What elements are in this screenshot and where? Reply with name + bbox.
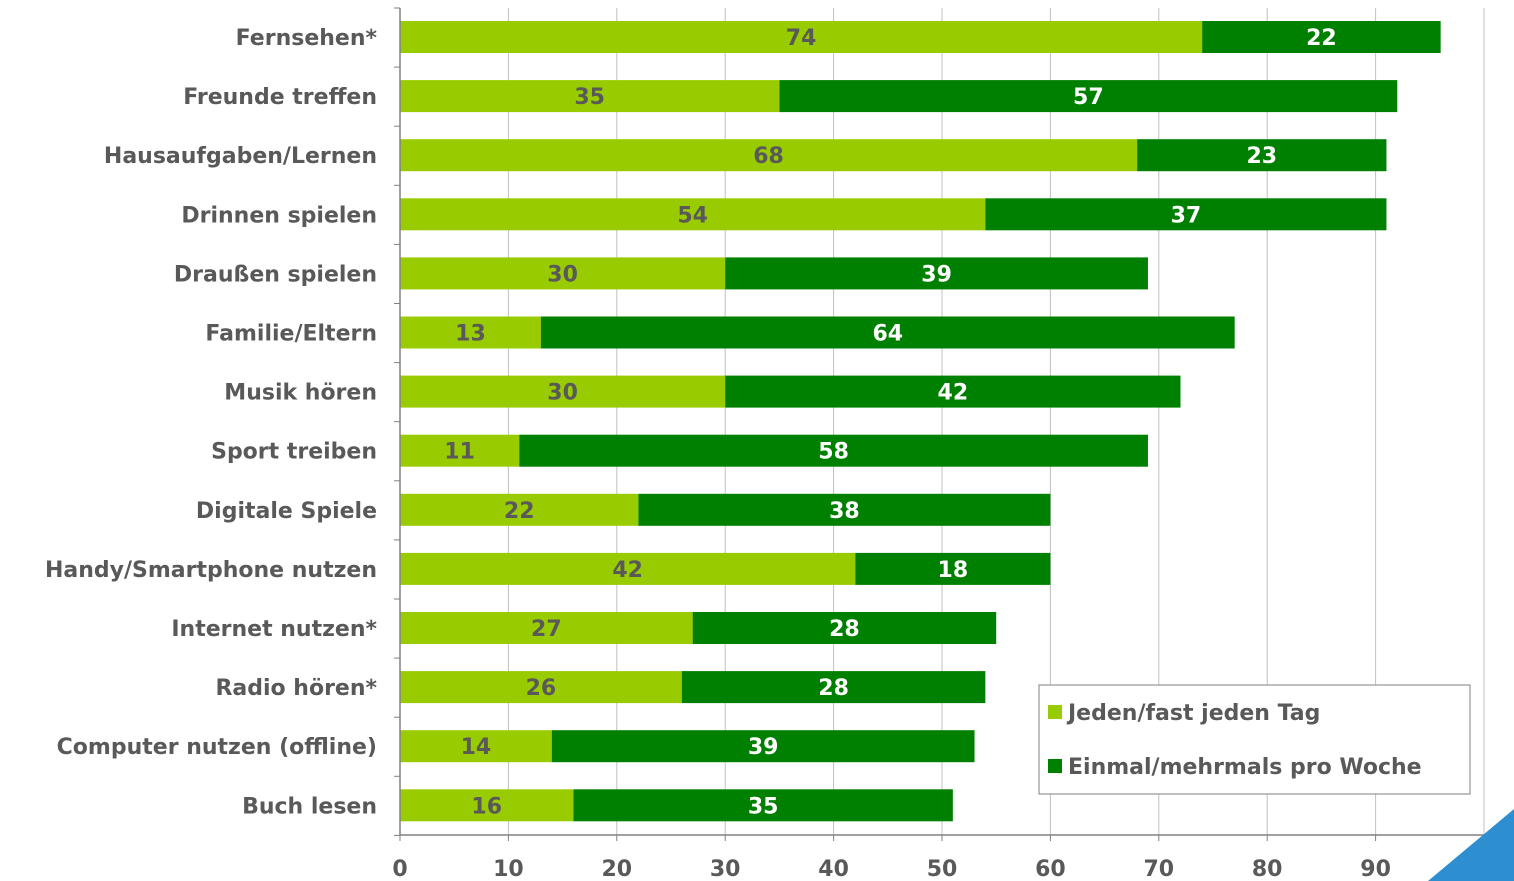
bar-daily	[400, 493, 639, 526]
bars: 74 22 35 57 68 23 54 37 30 39 13 64 30 42 11 58 22 38 42 18…	[400, 21, 1441, 822]
data-label-weekly: 39	[921, 262, 952, 287]
x-tick-label: 90	[1360, 857, 1391, 881]
data-label-weekly: 23	[1246, 144, 1277, 169]
data-label-weekly: 35	[748, 794, 779, 819]
data-label-weekly: 28	[829, 617, 860, 642]
category-label: Internet nutzen*	[171, 617, 377, 642]
x-tick-label: 70	[1143, 857, 1174, 881]
x-tick-labels: 0102030405060708090100	[392, 857, 1507, 881]
bar-weekly	[681, 671, 986, 704]
data-label-daily: 30	[547, 381, 578, 406]
category-label: Buch lesen	[242, 794, 377, 819]
category-label: Radio hören*	[215, 676, 377, 701]
data-label-daily: 30	[547, 262, 578, 287]
legend-label-daily: Jeden/fast jeden Tag	[1066, 701, 1320, 726]
x-tick-label: 0	[392, 857, 407, 881]
bar-daily	[400, 21, 1203, 53]
bar-weekly	[779, 80, 1398, 113]
data-label-daily: 68	[753, 144, 784, 169]
category-labels: Fernsehen* Freunde treffen Hausaufgaben/Le…	[45, 26, 378, 819]
data-label-daily: 22	[504, 499, 535, 524]
data-label-daily: 16	[471, 794, 502, 819]
x-tick-label: 80	[1252, 857, 1283, 881]
category-label: Computer nutzen (offline)	[57, 735, 377, 760]
x-tick-label: 50	[927, 857, 958, 881]
bar-weekly	[1137, 139, 1387, 172]
data-label-daily: 42	[612, 558, 643, 583]
bar-weekly	[519, 434, 1148, 467]
data-label-weekly: 22	[1306, 26, 1337, 51]
category-label: Digitale Spiele	[196, 499, 377, 524]
category-label: Sport treiben	[211, 440, 377, 465]
category-label: Musik hören	[224, 381, 377, 406]
legend-swatch-daily	[1048, 705, 1062, 719]
bar-weekly	[725, 257, 1148, 290]
data-label-weekly: 37	[1171, 203, 1202, 228]
data-label-daily: 27	[531, 617, 562, 642]
data-label-weekly: 39	[748, 735, 779, 760]
bar-weekly	[985, 198, 1387, 231]
x-tick-label: 30	[710, 857, 741, 881]
bar-daily	[400, 139, 1138, 172]
data-label-weekly: 18	[938, 558, 969, 583]
legend-box	[1038, 684, 1471, 795]
x-tick-label: 40	[818, 857, 849, 881]
category-label: Familie/Eltern	[205, 322, 377, 347]
category-label: Hausaufgaben/Lernen	[104, 144, 377, 169]
corner-accent-shape	[1428, 809, 1514, 881]
legend: Jeden/fast jeden Tag Einmal/mehrmals pro…	[1038, 684, 1471, 795]
bar-daily	[400, 789, 574, 822]
data-label-weekly: 57	[1073, 85, 1104, 110]
bar-daily	[400, 80, 780, 113]
data-label-daily: 26	[526, 676, 557, 701]
category-label: Handy/Smartphone nutzen	[45, 558, 377, 583]
bar-daily	[400, 612, 693, 644]
bar-daily	[400, 257, 726, 290]
bar-weekly	[1202, 21, 1441, 53]
bar-weekly	[573, 789, 953, 822]
data-label-daily: 54	[677, 203, 708, 228]
bar-daily	[400, 198, 986, 231]
x-tick-label: 10	[493, 857, 524, 881]
category-label: Drinnen spielen	[181, 203, 377, 228]
data-label-daily: 13	[455, 322, 486, 347]
legend-label-weekly: Einmal/mehrmals pro Woche	[1068, 755, 1422, 780]
legend-swatch-weekly	[1048, 759, 1062, 773]
category-label: Freunde treffen	[183, 85, 377, 110]
bar-daily	[400, 434, 520, 467]
x-tick-label: 60	[1035, 857, 1066, 881]
bar-weekly	[540, 316, 1235, 349]
data-label-daily: 35	[574, 85, 605, 110]
category-label: Fernsehen*	[236, 26, 378, 51]
data-label-weekly: 28	[818, 676, 849, 701]
x-tick-label: 20	[601, 857, 632, 881]
bar-weekly	[638, 493, 1051, 526]
bar-daily	[400, 671, 682, 704]
axes	[394, 7, 1485, 841]
bar-daily	[400, 552, 856, 585]
bar-daily	[400, 375, 726, 408]
data-label-weekly: 58	[818, 440, 849, 465]
data-label-daily: 74	[786, 26, 817, 51]
data-label-daily: 11	[444, 440, 475, 465]
data-label-weekly: 38	[829, 499, 860, 524]
data-label-weekly: 64	[872, 322, 903, 347]
bar-weekly	[725, 375, 1181, 408]
bar-daily	[400, 730, 552, 763]
data-label-weekly: 42	[938, 381, 969, 406]
bar-weekly	[692, 612, 997, 644]
bar-weekly	[551, 730, 975, 763]
data-label-daily: 14	[461, 735, 492, 760]
category-label: Draußen spielen	[174, 262, 377, 287]
bar-weekly	[855, 552, 1051, 585]
bar-daily	[400, 316, 541, 349]
